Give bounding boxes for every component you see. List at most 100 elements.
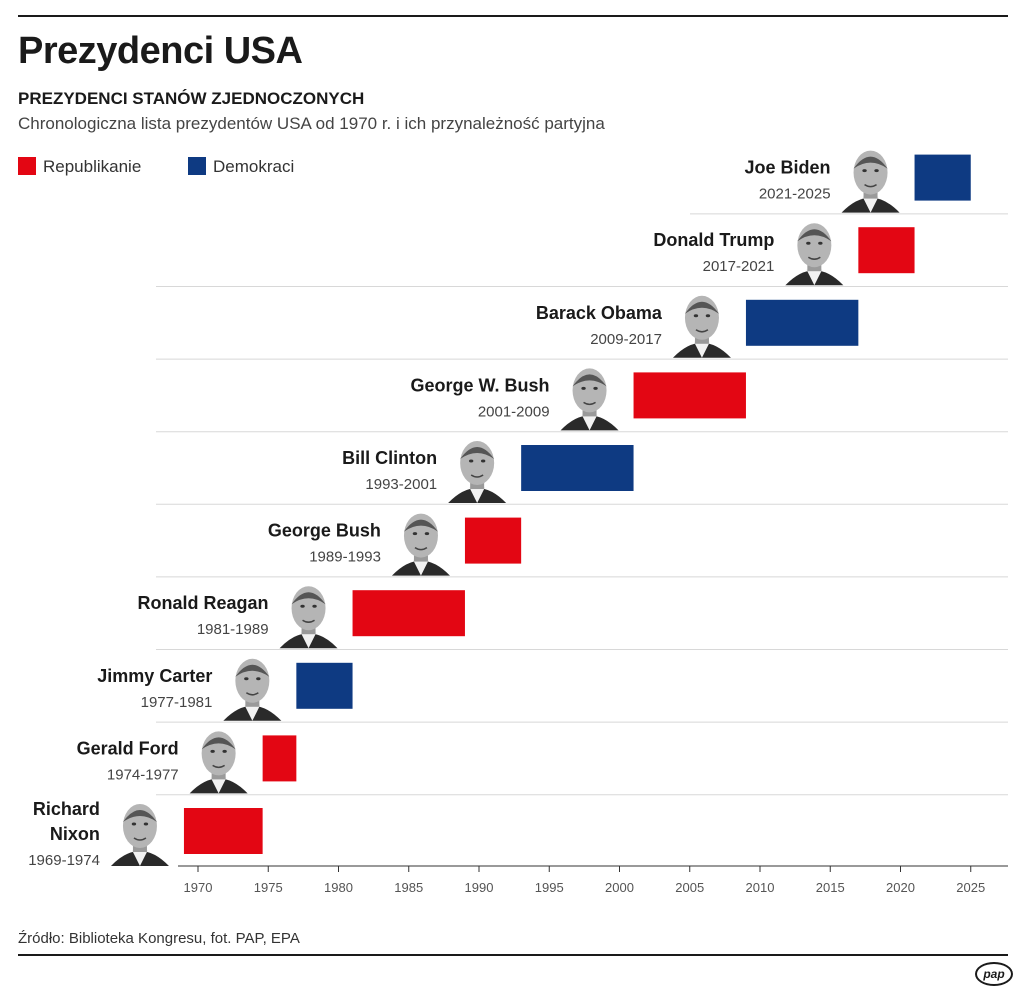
portrait-hair (684, 301, 719, 314)
bar-george-w-bush (633, 372, 746, 419)
legend-label-democrats: Demokraci (213, 157, 295, 176)
portraits-layer (110, 142, 900, 866)
portrait-collar (131, 850, 148, 866)
portrait-hair (403, 519, 438, 532)
portrait-eye (593, 386, 598, 390)
portrait-3 (279, 578, 338, 649)
president-years: 1977-1981 (141, 694, 213, 711)
bar-joe-biden (914, 154, 971, 201)
portrait-mouth (302, 619, 315, 623)
portrait-hair (122, 810, 157, 822)
portrait-eye (131, 822, 137, 826)
x-tick-label: 1975 (254, 880, 283, 895)
portrait-mouth (414, 546, 428, 551)
president-years: 2009-2017 (590, 331, 662, 348)
portrait-hair (572, 374, 607, 387)
president-years: 1993-2001 (365, 476, 437, 493)
portrait-mouth (245, 692, 259, 696)
portrait-eye (581, 386, 586, 390)
x-axis: 1970 1975 1980 1985 1990 1995 2000 2005 2010 2015… (178, 865, 1008, 895)
legend-republicans: Republikanie (18, 157, 141, 177)
portrait-collar (244, 704, 261, 721)
bars-layer (183, 154, 971, 854)
x-tick-label: 1995 (535, 880, 564, 895)
portrait-eye (705, 314, 711, 318)
president-years: 1969-1974 (28, 852, 100, 869)
portrait-eye (480, 459, 486, 463)
pap-logo: pap (975, 962, 1013, 986)
portrait-eye (874, 169, 879, 173)
x-tick-label: 1980 (324, 880, 353, 895)
portrait-eye (806, 241, 811, 245)
portrait-eye (210, 749, 215, 753)
president-years: 1981-1989 (197, 621, 269, 638)
portrait-collar (581, 414, 598, 431)
portrait-eye (693, 314, 699, 318)
portrait-collar (693, 341, 710, 358)
portrait-eye (424, 532, 430, 536)
portrait-eye (818, 241, 823, 245)
portrait-eye (222, 749, 227, 753)
bar-george-bush (464, 517, 522, 564)
portrait-eye (468, 459, 474, 463)
portrait-collar (469, 487, 486, 503)
portrait-hair (853, 156, 888, 169)
source-note: Źródło: Biblioteka Kongresu, fot. PAP, E… (18, 930, 300, 947)
portrait-1 (189, 723, 248, 794)
president-name: Barack Obama (536, 303, 663, 323)
president-years: 1974-1977 (107, 766, 179, 783)
portrait-5 (448, 433, 507, 503)
x-tick-label: 2000 (605, 880, 634, 895)
bottom-rule (18, 954, 1008, 956)
portrait-eye (244, 677, 249, 681)
legend-swatch-democrats (188, 157, 206, 175)
portrait-2 (223, 650, 282, 721)
portrait-mouth (470, 474, 484, 478)
portrait-eye (256, 677, 261, 681)
legend-democrats: Demokraci (188, 157, 294, 177)
portrait-0 (110, 796, 169, 866)
page-title: Prezydenci USA (18, 30, 303, 72)
portrait-mouth (864, 183, 877, 188)
president-name: Nixon (50, 824, 100, 844)
portrait-eye (862, 169, 867, 173)
x-tick-label: 2025 (956, 880, 985, 895)
president-name: Richard (33, 799, 100, 819)
portrait-hair (235, 664, 270, 677)
page-subtitle: PREZYDENCI STANÓW ZJEDNOCZONYCH (18, 89, 365, 108)
portrait-hair (201, 737, 236, 750)
portrait-9 (841, 142, 900, 213)
x-tick-label: 2020 (886, 880, 915, 895)
bar-ronald-reagan (352, 590, 465, 637)
bar-bill-clinton (521, 445, 634, 491)
portrait-mouth (212, 764, 226, 769)
portrait-collar (806, 269, 823, 286)
president-name: Gerald Ford (77, 738, 179, 758)
president-years: 2001-2009 (478, 403, 550, 420)
portrait-hair (291, 592, 326, 605)
president-name: Bill Clinton (342, 448, 437, 468)
page-description: Chronologiczna lista prezydentów USA od … (18, 114, 605, 133)
bar-jimmy-carter (296, 662, 353, 709)
bar-barack-obama (745, 299, 859, 346)
labels-layer: Richard Nixon 1969-1974 Gerald Ford 1974-197… (28, 158, 830, 869)
portrait-collar (412, 559, 429, 576)
portrait-collar (210, 777, 227, 794)
portrait-mouth (583, 401, 596, 406)
grid-layer (156, 213, 1008, 796)
president-name: Joe Biden (745, 158, 831, 178)
portrait-collar (862, 196, 879, 213)
portrait-mouth (807, 256, 821, 260)
president-name: George W. Bush (411, 375, 550, 395)
president-name: Ronald Reagan (138, 593, 269, 613)
top-rule (18, 15, 1008, 17)
legend-label-republicans: Republikanie (43, 157, 142, 176)
bar-donald-trump (858, 227, 915, 274)
portrait-hair (460, 447, 495, 459)
portrait-mouth (133, 837, 147, 841)
portrait-eye (300, 604, 305, 608)
portrait-mouth (695, 329, 709, 333)
portrait-8 (785, 215, 844, 286)
portrait-eye (312, 604, 317, 608)
president-years: 2017-2021 (703, 258, 775, 275)
